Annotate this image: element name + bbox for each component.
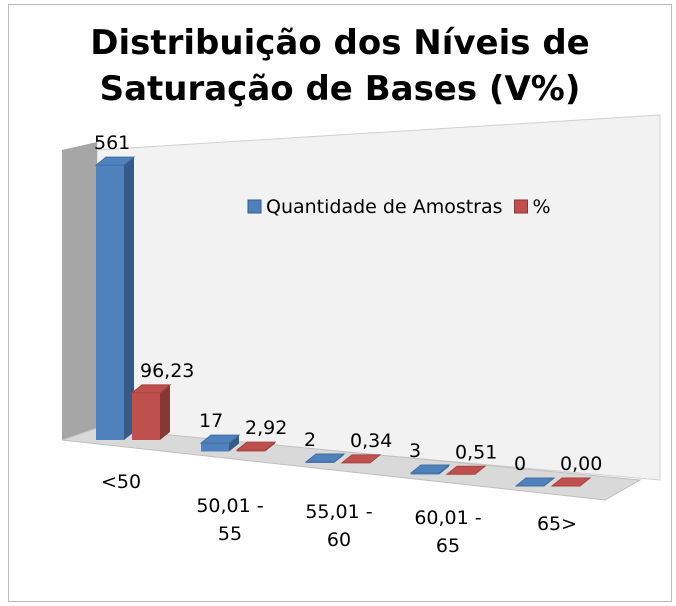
bar (199, 434, 241, 452)
x-tick-label: <50 (100, 471, 142, 493)
x-tick-label: 55,01 - 60 (305, 501, 373, 551)
bar-top (445, 465, 487, 475)
bar (409, 464, 451, 475)
bar (304, 453, 346, 463)
bar-top (340, 454, 382, 464)
bar-top (235, 441, 277, 451)
bar-top (409, 464, 451, 474)
bar-side (229, 435, 239, 452)
bar (235, 441, 277, 452)
data-label: 561 (94, 132, 130, 154)
data-label: 0,34 (350, 430, 392, 452)
legend-label: % (533, 196, 551, 218)
data-label: 0,51 (455, 441, 497, 463)
bar-top (550, 477, 592, 487)
chart-title: Distribuição dos Níveis de Saturação de … (90, 23, 590, 109)
bar-front (237, 450, 265, 452)
x-tick-label: 65> (536, 513, 578, 535)
bar-top (199, 434, 241, 444)
data-label: 96,23 (140, 360, 194, 382)
back-wall (96, 114, 661, 481)
side-wall (62, 142, 97, 440)
data-label: 2,92 (245, 417, 287, 439)
bar-top (514, 477, 556, 487)
data-label: 0 (514, 453, 526, 475)
data-label: 3 (409, 440, 421, 462)
bar-top (130, 384, 172, 394)
legend-swatch (514, 199, 529, 214)
legend-label: Quantidade de Amostras (266, 196, 503, 218)
bar (340, 454, 382, 464)
bar (94, 156, 136, 441)
bar (445, 465, 487, 475)
data-label: 2 (304, 429, 316, 451)
x-tick-label: 60,01 - 65 (414, 507, 482, 557)
bar-front (132, 392, 160, 440)
legend-swatch (247, 199, 262, 214)
bar-front (201, 443, 229, 452)
bar-top (94, 156, 136, 166)
bar (514, 477, 556, 487)
bar (550, 477, 592, 487)
data-label: 17 (199, 410, 223, 432)
bar-side (160, 384, 170, 440)
bar (130, 384, 172, 440)
bar-front (96, 165, 124, 441)
chart-frame (8, 4, 672, 602)
bar-top (304, 453, 346, 463)
bar-front (411, 473, 439, 475)
data-label: 0,00 (560, 453, 602, 475)
x-tick-label: 50,01 - 55 (196, 495, 264, 545)
bar-side (124, 157, 134, 441)
